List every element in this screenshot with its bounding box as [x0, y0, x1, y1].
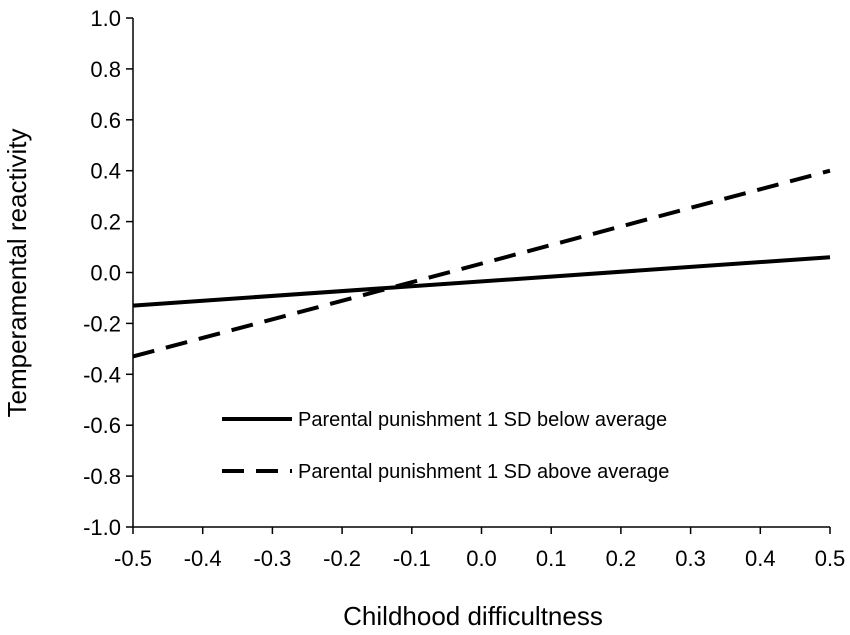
y-tick-label: 1.0 [90, 6, 121, 31]
series-line-above-average [132, 168, 831, 359]
series-line-below-average [132, 255, 831, 308]
y-tick-label: 0.0 [90, 261, 121, 286]
legend: Parental punishment 1 SD below average P… [222, 409, 669, 483]
y-axis-title: Temperamental reactivity [2, 129, 32, 418]
x-tick-label: 0.3 [675, 546, 706, 571]
legend-label-below-average: Parental punishment 1 SD below average [298, 409, 667, 431]
legend-label-above-average: Parental punishment 1 SD above average [298, 461, 669, 483]
x-tick-label: 0.5 [815, 546, 846, 571]
x-tick-label: -0.4 [184, 546, 222, 571]
x-tick-label: 0.2 [606, 546, 637, 571]
y-tick-label: -0.2 [83, 311, 121, 336]
y-tick-label: -0.8 [83, 464, 121, 489]
x-tick-label: 0.0 [466, 546, 497, 571]
y-tick-label: 0.4 [90, 159, 121, 184]
x-tick-label: -0.2 [323, 546, 361, 571]
x-tick-label: -0.3 [253, 546, 291, 571]
y-tick-label: -1.0 [83, 515, 121, 540]
x-tick-label: 0.4 [745, 546, 776, 571]
y-tick-label: 0.2 [90, 210, 121, 235]
y-axis-ticks: 1.0 0.8 0.6 0.4 0.2 0.0 -0.2 -0.4 -0.6 -0.8 -1.0 [83, 6, 133, 540]
x-axis-title: Childhood difficultness [343, 601, 603, 631]
x-tick-label: -0.1 [393, 546, 431, 571]
x-tick-label: -0.5 [114, 546, 152, 571]
axes [132, 18, 830, 528]
x-axis-ticks: -0.5 -0.4 -0.3 -0.2 -0.1 0.0 0.1 0.2 0.3 0.4 0.5 [114, 527, 845, 571]
y-tick-label: -0.4 [83, 362, 121, 387]
x-tick-label: 0.1 [536, 546, 567, 571]
y-tick-label: 0.8 [90, 57, 121, 82]
y-tick-label: -0.6 [83, 413, 121, 438]
series-lines [132, 168, 831, 359]
y-tick-label: 0.6 [90, 108, 121, 133]
